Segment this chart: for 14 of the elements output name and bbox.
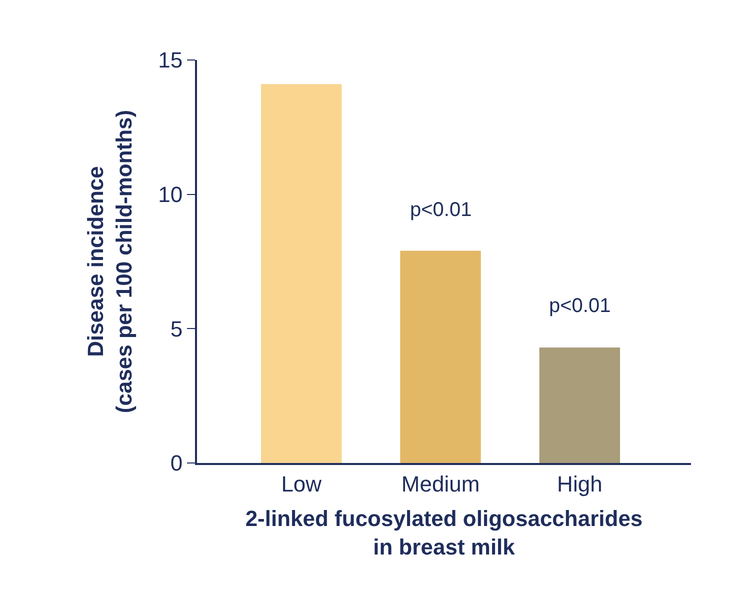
annotation: p<0.01: [549, 295, 611, 317]
x-tick-label: Low: [281, 471, 322, 496]
bar: [261, 84, 342, 463]
y-axis-title: Disease incidence (cases per 100 child-months): [82, 110, 136, 414]
annotation: p<0.01: [410, 199, 472, 221]
y-tick-label: 10: [158, 182, 183, 208]
y-tick-label: 5: [170, 316, 183, 342]
y-tick-label: 0: [170, 450, 183, 476]
y-tick-label: 15: [158, 48, 183, 73]
x-tick-label: High: [557, 471, 602, 496]
bar: [539, 347, 620, 463]
x-axis-title: 2-linked fucosylated oligosaccharides in breast milk: [245, 506, 643, 560]
x-tick-label: Medium: [401, 471, 480, 496]
bar: [400, 250, 481, 463]
